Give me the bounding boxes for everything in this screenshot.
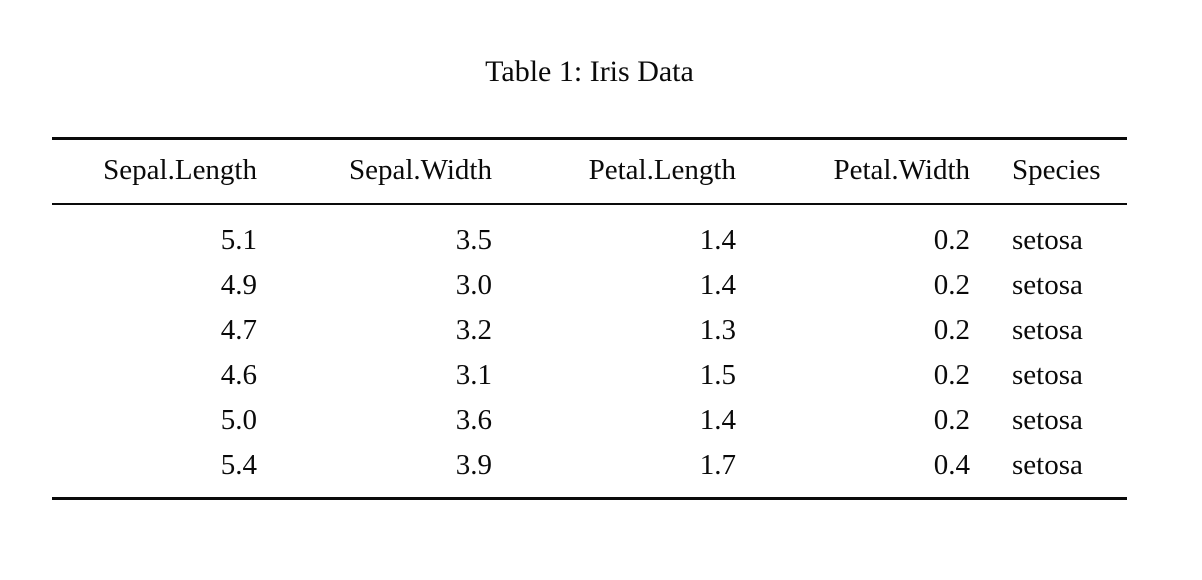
column-header-sepal-length: Sepal.Length — [52, 138, 278, 205]
table-cell-species: setosa — [1012, 449, 1083, 481]
table-cell-species: setosa — [1012, 359, 1083, 391]
table-cell-petal-length: 1.7 — [699, 449, 736, 481]
table-cell-sepal-length: 5.1 — [220, 224, 257, 256]
table-cell-sepal-length: 4.9 — [220, 269, 257, 301]
table-cell-species: setosa — [1012, 269, 1083, 301]
table-cell-sepal-length: 5.4 — [220, 449, 257, 481]
table-cell-species: setosa — [1012, 314, 1083, 346]
table-cell-petal-length: 1.3 — [699, 314, 736, 346]
table-row: 4.6 3.1 1.5 0.2 setosa — [52, 353, 1127, 398]
table-row: 5.0 3.6 1.4 0.2 setosa — [52, 398, 1127, 443]
table-cell-sepal-width: 3.6 — [455, 404, 492, 436]
table-row: 5.1 3.5 1.4 0.2 setosa — [52, 204, 1127, 263]
table-cell-petal-length: 1.5 — [699, 359, 736, 391]
column-header-sepal-width: Sepal.Width — [278, 138, 513, 205]
column-header-petal-width: Petal.Width — [757, 138, 991, 205]
table-cell-sepal-width: 3.9 — [455, 449, 492, 481]
table-cell-species: setosa — [1012, 404, 1083, 436]
table-cell-sepal-width: 3.5 — [455, 224, 492, 256]
table-cell-sepal-length: 4.6 — [220, 359, 257, 391]
table-row: 4.7 3.2 1.3 0.2 setosa — [52, 308, 1127, 353]
table-cell-petal-length: 1.4 — [699, 404, 736, 436]
table-cell-petal-width: 0.2 — [933, 404, 970, 436]
iris-data-table: Sepal.Length Sepal.Width Petal.Length Pe… — [52, 137, 1127, 500]
table-cell-petal-width: 0.4 — [933, 449, 970, 481]
table-row: 4.9 3.0 1.4 0.2 setosa — [52, 263, 1127, 308]
table-cell-petal-width: 0.2 — [933, 359, 970, 391]
table-cell-petal-width: 0.2 — [933, 269, 970, 301]
table-cell-petal-width: 0.2 — [933, 224, 970, 256]
table-header-row: Sepal.Length Sepal.Width Petal.Length Pe… — [52, 138, 1127, 205]
table-cell-species: setosa — [1012, 224, 1083, 256]
table-row: 5.4 3.9 1.7 0.4 setosa — [52, 443, 1127, 499]
table-cell-petal-width: 0.2 — [933, 314, 970, 346]
table-cell-petal-length: 1.4 — [699, 269, 736, 301]
table-cell-sepal-length: 5.0 — [220, 404, 257, 436]
table-cell-sepal-width: 3.2 — [455, 314, 492, 346]
table-cell-petal-length: 1.4 — [699, 224, 736, 256]
table-caption: Table 1: Iris Data — [485, 55, 694, 88]
table-cell-sepal-width: 3.0 — [455, 269, 492, 301]
table-cell-sepal-width: 3.1 — [455, 359, 492, 391]
column-header-species: Species — [991, 138, 1127, 205]
table-cell-sepal-length: 4.7 — [220, 314, 257, 346]
column-header-petal-length: Petal.Length — [513, 138, 757, 205]
